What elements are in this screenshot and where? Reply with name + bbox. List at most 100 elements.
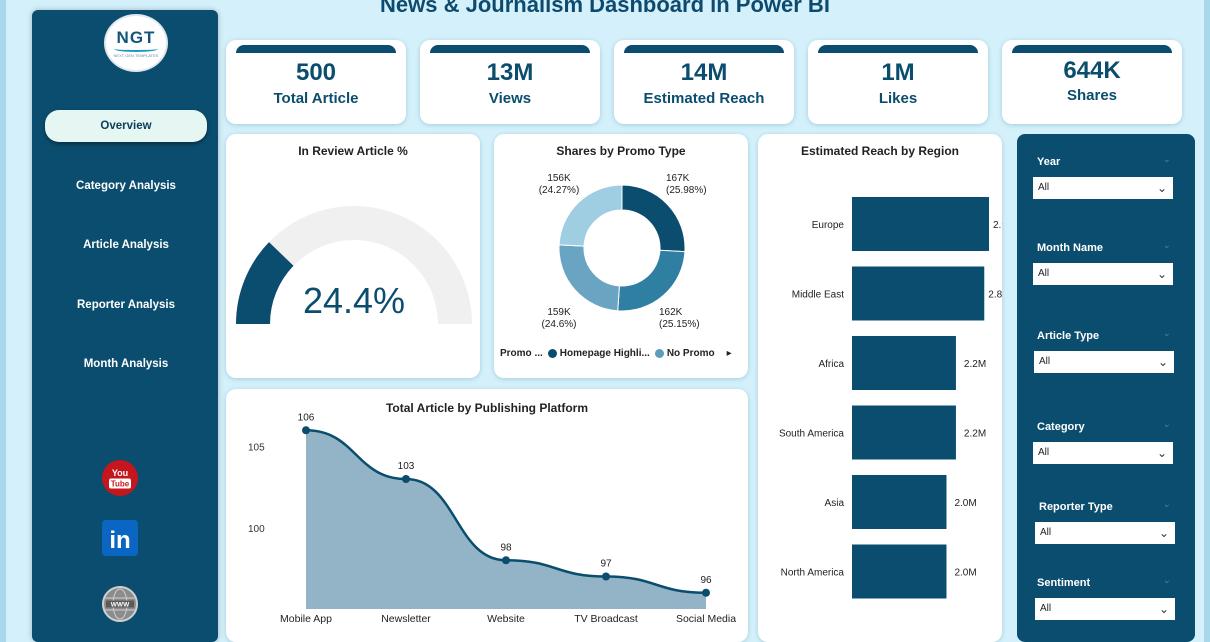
area-data-label-2: 98 <box>500 542 512 553</box>
kpi-label: Shares <box>1066 87 1118 104</box>
region-title: Estimated Reach by Region <box>800 144 960 158</box>
kpi-label: Likes <box>878 90 918 107</box>
chevron-down-icon: ⌄ <box>1158 602 1169 616</box>
logo-text: NGT <box>116 28 156 47</box>
nav-reporter-analysis[interactable]: Reporter Analysis <box>77 299 175 311</box>
nav-overview[interactable]: Overview <box>45 110 207 142</box>
filter-reporter-type-select[interactable]: All ⌄ <box>1035 522 1175 544</box>
chevron-down-icon[interactable]: ⌄ <box>1162 328 1171 339</box>
kpi-value: 644K <box>1063 57 1121 84</box>
donut-slice-3 <box>558 184 623 247</box>
donut-slice-2 <box>558 244 620 312</box>
website-globe-icon[interactable]: WWW <box>101 585 139 623</box>
filter-sentiment-select[interactable]: All ⌄ <box>1035 598 1175 620</box>
area-point-2 <box>502 556 510 565</box>
region-value-1: 2.8M <box>988 290 1002 301</box>
area-point-0 <box>302 426 310 435</box>
filter-month-select[interactable]: All ⌄ <box>1033 263 1173 285</box>
gauge-track <box>236 206 472 324</box>
gauge-chart: 24.4% <box>236 206 472 324</box>
kpi-label: Total Article <box>273 90 359 107</box>
kpi-views: 13M Views <box>420 40 600 124</box>
kpi-accent-bar <box>430 45 590 53</box>
chevron-down-icon[interactable]: ⌄ <box>1162 240 1171 251</box>
kpi-value: 14M <box>680 59 728 86</box>
chevron-down-icon[interactable]: ⌄ <box>1162 154 1171 165</box>
nav-month-analysis[interactable]: Month Analysis <box>83 358 169 370</box>
filter-month-label: Month Name <box>1037 242 1103 254</box>
legend-item-no-promo[interactable]: No Promo <box>666 348 715 359</box>
filter-category-label: Category <box>1037 421 1085 433</box>
chevron-down-icon: ⌄ <box>1156 267 1167 281</box>
donut-panel[interactable]: Shares by Promo Type 167K (25.98%) 162K (25… <box>494 134 748 378</box>
x-tick-label-2: Website <box>487 613 525 625</box>
region-label-1: Middle East <box>792 290 844 301</box>
area-data-label-4: 96 <box>700 575 712 586</box>
filter-article-type-select[interactable]: All ⌄ <box>1034 351 1174 373</box>
kpi-likes: 1M Likes <box>808 40 988 124</box>
area-data-label-1: 103 <box>398 461 415 472</box>
x-tick-label-1: Newsletter <box>381 613 431 625</box>
donut-data-label-3: 156K(24.27%) <box>539 173 580 196</box>
kpi-total-article: 500 Total Article <box>226 40 406 124</box>
filter-category-select[interactable]: All ⌄ <box>1033 442 1173 464</box>
linkedin-icon[interactable]: in <box>101 519 139 557</box>
area-line <box>305 429 707 594</box>
chevron-down-icon: ⌄ <box>1158 526 1169 540</box>
chevron-down-icon: ⌄ <box>1157 355 1168 369</box>
chevron-down-icon[interactable]: ⌄ <box>1162 499 1171 510</box>
legend-item-homepage[interactable]: Homepage Highli... <box>559 348 650 359</box>
region-value-4: 2.0M <box>954 498 976 509</box>
kpi-accent-bar <box>818 45 978 53</box>
svg-text:(25.15%): (25.15%) <box>659 319 700 330</box>
gauge-value: 24.4% <box>303 280 405 321</box>
filter-sentiment-label: Sentiment <box>1037 577 1091 589</box>
gauge-fill <box>236 242 294 324</box>
region-label-5: North America <box>781 568 845 579</box>
chevron-down-icon[interactable]: ⌄ <box>1162 419 1171 430</box>
chevron-down-icon: ⌄ <box>1156 446 1167 460</box>
region-label-3: South America <box>779 429 844 440</box>
filter-year-value: All <box>1038 182 1050 193</box>
region-bar-2 <box>852 336 956 390</box>
legend-next-arrow-icon[interactable]: ▸ <box>726 348 732 359</box>
svg-text:Tube: Tube <box>111 480 130 489</box>
legend-dot <box>654 349 664 358</box>
logo: NGT NEXT GEN TEMPLATES <box>104 14 168 72</box>
gauge-panel[interactable]: In Review Article % 24.4% <box>226 134 480 378</box>
region-bar-4 <box>852 475 947 529</box>
region-bar-3 <box>852 405 956 460</box>
kpi-label: Estimated Reach <box>643 90 765 107</box>
kpi-accent-bar <box>1012 45 1172 53</box>
area-panel[interactable]: Total Article by Publishing Platform 105… <box>226 389 748 642</box>
filter-year-label: Year <box>1037 156 1061 168</box>
svg-text:(24.27%): (24.27%) <box>539 185 580 196</box>
region-value-2: 2.2M <box>964 359 986 370</box>
area-data-label-0: 106 <box>298 412 315 423</box>
logo-swoosh <box>114 46 158 52</box>
donut-data-label-1: 162K(25.15%) <box>659 307 700 330</box>
filter-article-type-label: Article Type <box>1037 330 1100 342</box>
region-panel[interactable]: Estimated Reach by Region Europe 2.9M Midd… <box>758 134 1002 642</box>
x-tick-label-4: Social Media <box>676 613 736 625</box>
x-tick-label-3: TV Broadcast <box>574 613 638 625</box>
svg-text:(25.98%): (25.98%) <box>666 185 707 196</box>
dashboard-canvas: News & Journalism Dashboard in Power BI … <box>6 0 1204 642</box>
region-bar-1 <box>852 266 985 321</box>
chevron-down-icon[interactable]: ⌄ <box>1162 575 1171 586</box>
filter-category-value: All <box>1038 447 1050 458</box>
region-label-4: Asia <box>825 498 845 509</box>
area-point-1 <box>402 475 410 483</box>
svg-text:159K: 159K <box>547 307 571 318</box>
youtube-icon[interactable]: You Tube <box>101 459 139 497</box>
svg-text:in: in <box>109 527 130 554</box>
filter-sentiment-value: All <box>1040 603 1052 614</box>
kpi-accent-bar <box>236 45 396 53</box>
legend-item-promo[interactable]: Promo ... <box>500 348 543 359</box>
nav-article-analysis[interactable]: Article Analysis <box>83 239 169 251</box>
nav-category-analysis[interactable]: Category Analysis <box>76 180 176 192</box>
kpi-value: 13M <box>486 59 534 86</box>
filter-year-select[interactable]: All ⌄ <box>1033 177 1173 199</box>
svg-text:You: You <box>112 468 128 478</box>
donut-chart: 167K(25.98%)162K(25.15%)159K(24.6%)156K(… <box>539 173 707 330</box>
